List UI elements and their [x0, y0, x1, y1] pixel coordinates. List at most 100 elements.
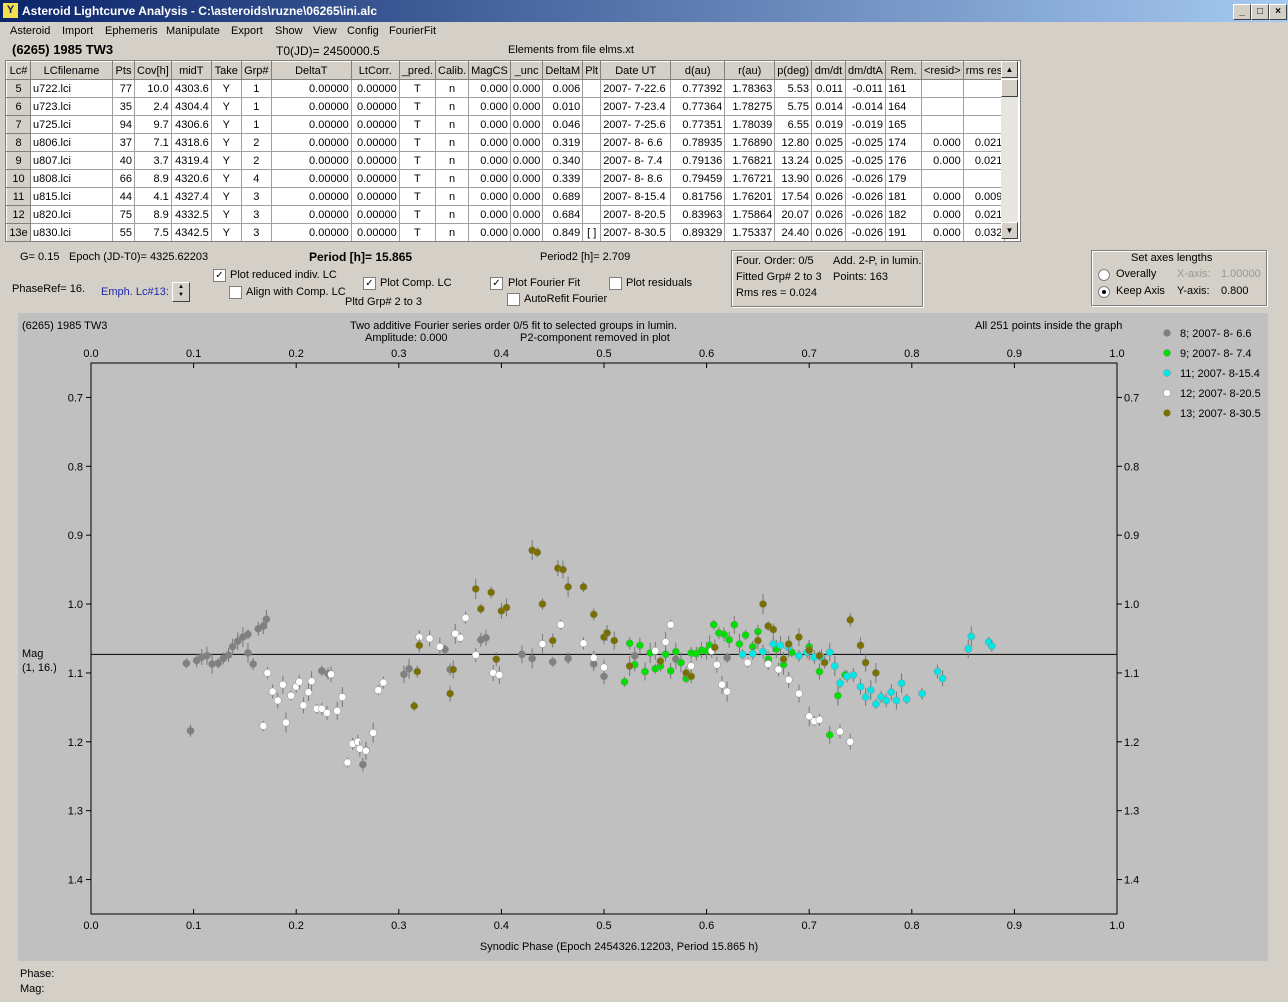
- menu-view[interactable]: View: [313, 25, 337, 37]
- column-header[interactable]: Lc#: [6, 61, 31, 80]
- menu-config[interactable]: Config: [347, 25, 379, 37]
- table-cell[interactable]: n: [434, 223, 470, 241]
- table-cell[interactable]: 0.000: [509, 169, 544, 188]
- table-cell[interactable]: u725.lci: [30, 115, 113, 134]
- table-cell[interactable]: n: [434, 133, 470, 152]
- table-cell[interactable]: 0.00000: [270, 223, 352, 241]
- table-cell[interactable]: 176: [884, 151, 922, 170]
- column-header[interactable]: _pred.: [398, 61, 437, 80]
- table-cell[interactable]: -0.025: [844, 133, 886, 152]
- table-cell[interactable]: 0.000: [468, 223, 511, 241]
- table-cell[interactable]: u820.lci: [30, 205, 113, 224]
- menu-show[interactable]: Show: [275, 25, 303, 37]
- table-cell[interactable]: 0.00000: [270, 115, 352, 134]
- table-cell[interactable]: 164: [884, 97, 922, 116]
- table-cell[interactable]: 3.7: [134, 151, 172, 170]
- table-cell[interactable]: 1: [240, 79, 272, 98]
- plot-reduced-checkbox[interactable]: ✓: [213, 269, 226, 282]
- table-cell[interactable]: -0.026: [844, 205, 886, 224]
- lightcurve-table[interactable]: Lc# LCfilename Pts Cov[h] midT Take Grp# DeltaT…: [5, 60, 1021, 242]
- table-cell[interactable]: 0.00000: [350, 79, 400, 98]
- table-cell[interactable]: 1.78275: [724, 97, 776, 116]
- table-cell[interactable]: 0.000: [509, 205, 544, 224]
- table-cell[interactable]: T: [398, 151, 437, 170]
- table-cell[interactable]: 0.89329: [670, 223, 726, 241]
- table-cell[interactable]: 0.000: [468, 205, 511, 224]
- column-header[interactable]: dm/dt: [810, 61, 846, 80]
- column-header[interactable]: rms res: [962, 61, 1006, 80]
- table-cell[interactable]: 4320.6: [170, 169, 212, 188]
- column-header[interactable]: midT: [170, 61, 212, 80]
- maximize-button[interactable]: □: [1251, 4, 1269, 20]
- table-cell[interactable]: 161: [884, 79, 922, 98]
- plot-residuals-checkbox[interactable]: [609, 277, 622, 290]
- table-cell[interactable]: 94: [112, 115, 135, 134]
- table-cell[interactable]: 4327.4: [170, 187, 212, 206]
- table-cell[interactable]: 4319.4: [170, 151, 212, 170]
- table-cell[interactable]: 179: [884, 169, 922, 188]
- table-cell[interactable]: 4342.5: [170, 223, 212, 241]
- table-cell[interactable]: 66: [112, 169, 135, 188]
- table-cell[interactable]: [920, 169, 964, 188]
- table-cell[interactable]: 0.00000: [270, 151, 352, 170]
- column-header[interactable]: Take: [210, 61, 242, 80]
- table-cell[interactable]: 35: [112, 97, 135, 116]
- table-cell[interactable]: Y: [210, 97, 242, 116]
- xaxis-value[interactable]: 1.00000: [1221, 268, 1261, 280]
- table-cell[interactable]: n: [434, 151, 470, 170]
- table-cell[interactable]: 0.032: [962, 223, 1006, 241]
- table-cell[interactable]: [920, 115, 964, 134]
- menu-manipulate[interactable]: Manipulate: [166, 25, 220, 37]
- table-cell[interactable]: 8.9: [134, 169, 172, 188]
- table-cell[interactable]: 0.019: [810, 115, 846, 134]
- table-cell[interactable]: [582, 97, 602, 116]
- overally-radio[interactable]: [1098, 269, 1110, 281]
- table-cell[interactable]: 9.7: [134, 115, 172, 134]
- table-cell[interactable]: 0.026: [810, 223, 846, 241]
- column-header[interactable]: DeltaM: [542, 61, 584, 80]
- table-cell[interactable]: 0.000: [509, 97, 544, 116]
- table-cell[interactable]: 1.75337: [724, 223, 776, 241]
- table-cell[interactable]: 1.76721: [724, 169, 776, 188]
- table-cell[interactable]: 2007- 8-30.5: [600, 223, 672, 241]
- table-cell[interactable]: 2007- 7-23.4: [600, 97, 672, 116]
- table-cell[interactable]: 4304.4: [170, 97, 212, 116]
- table-cell[interactable]: 0.000: [920, 223, 964, 241]
- table-cell[interactable]: 3: [240, 205, 272, 224]
- table-cell[interactable]: [582, 169, 602, 188]
- table-cell[interactable]: 1: [240, 115, 272, 134]
- table-cell[interactable]: u722.lci: [30, 79, 113, 98]
- table-cell[interactable]: n: [434, 187, 470, 206]
- table-cell[interactable]: Y: [210, 115, 242, 134]
- column-header[interactable]: LtCorr.: [350, 61, 400, 80]
- table-cell[interactable]: 0.000: [509, 151, 544, 170]
- row-header[interactable]: 13e: [6, 223, 31, 241]
- table-cell[interactable]: u815.lci: [30, 187, 113, 206]
- column-header[interactable]: d(au): [670, 61, 726, 80]
- row-header[interactable]: 8: [6, 133, 31, 152]
- minimize-button[interactable]: _: [1233, 4, 1251, 20]
- column-header[interactable]: DeltaT: [270, 61, 352, 80]
- table-cell[interactable]: 2007- 7-25.6: [600, 115, 672, 134]
- table-cell[interactable]: 0.000: [509, 133, 544, 152]
- table-cell[interactable]: 2: [240, 151, 272, 170]
- column-header[interactable]: Pts: [112, 61, 135, 80]
- row-header[interactable]: 6: [6, 97, 31, 116]
- table-cell[interactable]: Y: [210, 187, 242, 206]
- table-cell[interactable]: 0.00000: [270, 133, 352, 152]
- table-cell[interactable]: n: [434, 169, 470, 188]
- table-cell[interactable]: Y: [210, 133, 242, 152]
- row-header[interactable]: 10: [6, 169, 31, 188]
- table-cell[interactable]: u806.lci: [30, 133, 113, 152]
- table-cell[interactable]: 0.000: [920, 133, 964, 152]
- table-cell[interactable]: Y: [210, 169, 242, 188]
- table-cell[interactable]: 6.55: [774, 115, 812, 134]
- yaxis-value[interactable]: 0.800: [1221, 285, 1249, 297]
- period-value[interactable]: Period [h]= 15.865: [309, 250, 413, 264]
- table-cell[interactable]: -0.014: [844, 97, 886, 116]
- table-cell[interactable]: T: [398, 187, 437, 206]
